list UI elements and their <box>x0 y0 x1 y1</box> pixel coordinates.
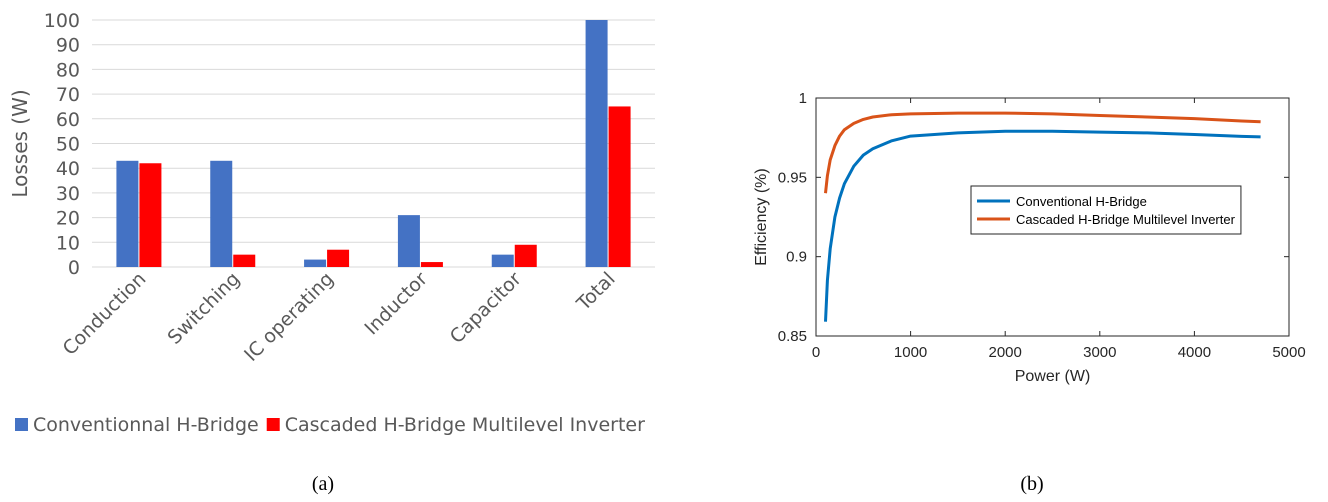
bar-cascaded <box>233 254 256 267</box>
legend-label: Cascaded H-Bridge Multilevel Inverter <box>285 414 645 436</box>
series-line-cascaded <box>824 111 1261 194</box>
y-tick-label: 40 <box>56 158 80 180</box>
x-category-label: Inductor <box>360 268 432 340</box>
y-axis-label: Losses (W) <box>8 89 32 197</box>
series-line-conventional <box>824 129 1261 322</box>
bar-conventional <box>210 160 233 267</box>
y-tick-label: 0.85 <box>778 328 807 345</box>
bar-conventional <box>491 254 514 267</box>
y-tick-label: 100 <box>44 10 80 32</box>
legend-label: Conventionnal H-Bridge <box>33 414 259 436</box>
y-tick-label: 20 <box>56 208 80 230</box>
bar-conventional <box>116 160 139 267</box>
y-tick-label: 90 <box>56 35 80 57</box>
x-category-label: Conduction <box>59 268 151 360</box>
y-tick-label: 60 <box>56 109 80 131</box>
x-category-label: Capacitor <box>446 268 526 348</box>
caption-a: (a) <box>312 473 334 495</box>
caption-b: (b) <box>1020 473 1043 495</box>
y-tick-label: 80 <box>56 59 80 81</box>
bar-cascaded <box>608 106 631 267</box>
x-tick-label: 1000 <box>894 344 927 361</box>
x-category-label: Total <box>572 268 620 316</box>
y-tick-label: 0.95 <box>778 169 807 186</box>
y-tick-label: 50 <box>56 134 80 156</box>
y-tick-label: 0 <box>68 257 80 279</box>
x-axis-label: Power (W) <box>1015 368 1091 385</box>
bar-conventional <box>397 215 420 267</box>
y-axis-label: Efficiency (%) <box>753 168 770 266</box>
x-tick-label: 0 <box>812 344 820 361</box>
legend-box <box>970 185 1242 235</box>
legend-swatch <box>15 418 28 431</box>
y-tick-label: 10 <box>56 232 80 254</box>
x-category-label: Switching <box>164 268 245 349</box>
bar-cascaded <box>420 262 443 267</box>
y-tick-label: 30 <box>56 183 80 205</box>
bar-cascaded <box>139 163 162 267</box>
y-tick-label: 1 <box>799 90 807 107</box>
legend-label: Cascaded H-Bridge Multilevel Inverter <box>1016 212 1236 227</box>
x-tick-label: 3000 <box>1083 344 1116 361</box>
y-tick-label: 70 <box>56 84 80 106</box>
panel-b-line-chart: 0 1000 2000 3000 4000 5000 0.85 0.9 0.95 1 Power (… <box>753 90 1306 385</box>
legend: Conventional H-Bridge Cascaded H-Bridge M… <box>970 185 1242 235</box>
x-category-label: IC operating <box>240 268 338 366</box>
bar-cascaded <box>514 244 537 267</box>
x-tick-label: 2000 <box>989 344 1022 361</box>
y-tick-label: 0.9 <box>786 249 807 266</box>
legend-swatch <box>266 418 280 431</box>
bar-cascaded <box>327 249 350 267</box>
legend-label: Conventional H-Bridge <box>1016 194 1147 209</box>
x-tick-label: 5000 <box>1272 344 1305 361</box>
x-tick-label: 4000 <box>1178 344 1211 361</box>
bar-conventional <box>304 259 327 267</box>
bar-conventional <box>585 20 608 267</box>
